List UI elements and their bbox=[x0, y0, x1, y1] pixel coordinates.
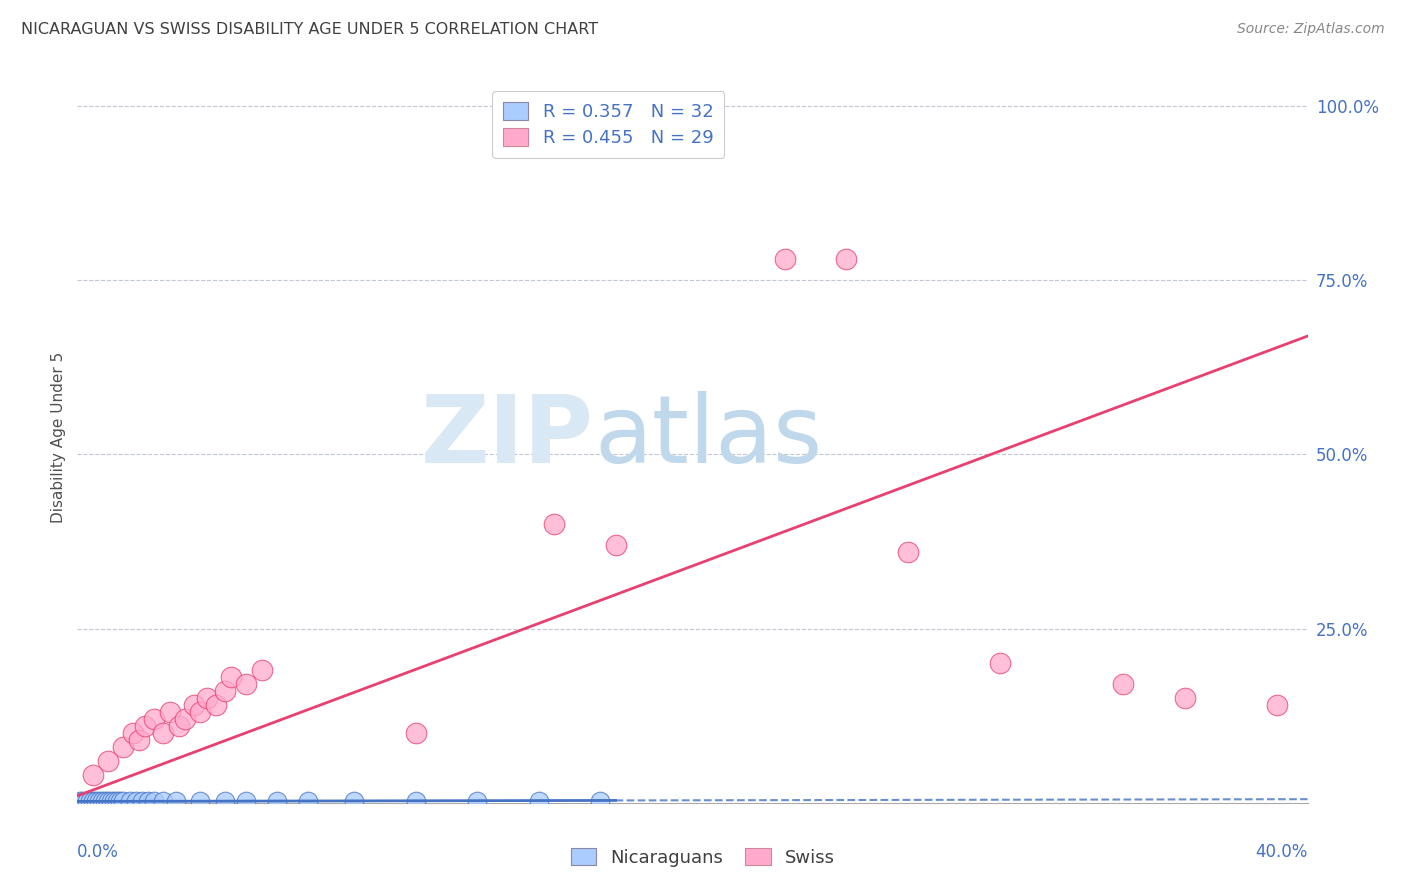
Point bbox=[235, 794, 257, 808]
Text: 40.0%: 40.0% bbox=[1256, 843, 1308, 861]
Point bbox=[112, 740, 135, 755]
Point bbox=[125, 794, 148, 808]
Point bbox=[90, 794, 114, 808]
Point bbox=[84, 794, 107, 808]
Point bbox=[121, 726, 143, 740]
Y-axis label: Disability Age Under 5: Disability Age Under 5 bbox=[51, 351, 66, 523]
Point bbox=[118, 794, 141, 808]
Point bbox=[97, 754, 120, 768]
Point bbox=[527, 794, 550, 808]
Point bbox=[100, 794, 122, 808]
Point bbox=[105, 794, 128, 808]
Point bbox=[543, 517, 565, 532]
Text: atlas: atlas bbox=[595, 391, 823, 483]
Point bbox=[188, 705, 212, 719]
Point bbox=[250, 664, 273, 678]
Point bbox=[152, 726, 174, 740]
Point bbox=[143, 794, 166, 808]
Point bbox=[266, 794, 288, 808]
Point bbox=[69, 794, 91, 808]
Legend: Nicaraguans, Swiss: Nicaraguans, Swiss bbox=[564, 841, 842, 874]
Point bbox=[128, 733, 150, 747]
Text: NICARAGUAN VS SWISS DISABILITY AGE UNDER 5 CORRELATION CHART: NICARAGUAN VS SWISS DISABILITY AGE UNDER… bbox=[21, 22, 598, 37]
Point bbox=[195, 691, 218, 706]
Text: ZIP: ZIP bbox=[422, 391, 595, 483]
Point bbox=[76, 794, 98, 808]
Point bbox=[110, 794, 132, 808]
Point bbox=[103, 794, 125, 808]
Point bbox=[79, 794, 101, 808]
Point bbox=[165, 794, 187, 808]
Point bbox=[188, 794, 212, 808]
Point bbox=[143, 712, 166, 726]
Point bbox=[159, 705, 181, 719]
Point bbox=[297, 794, 319, 808]
Point bbox=[134, 719, 156, 733]
Point bbox=[589, 794, 612, 808]
Point bbox=[897, 545, 920, 559]
Point bbox=[82, 794, 104, 808]
Point bbox=[1112, 677, 1135, 691]
Point bbox=[235, 677, 257, 691]
Point bbox=[773, 252, 796, 267]
Point bbox=[605, 538, 627, 552]
Point bbox=[131, 794, 153, 808]
Point bbox=[72, 794, 94, 808]
Point bbox=[97, 794, 120, 808]
Point bbox=[82, 768, 104, 782]
Point bbox=[1174, 691, 1197, 706]
Point bbox=[152, 794, 174, 808]
Point bbox=[214, 684, 236, 698]
Point bbox=[94, 794, 117, 808]
Point bbox=[112, 794, 135, 808]
Point bbox=[343, 794, 366, 808]
Point bbox=[174, 712, 197, 726]
Point bbox=[183, 698, 205, 713]
Text: Source: ZipAtlas.com: Source: ZipAtlas.com bbox=[1237, 22, 1385, 37]
Point bbox=[835, 252, 858, 267]
Point bbox=[87, 794, 110, 808]
Point bbox=[214, 794, 236, 808]
Point bbox=[136, 794, 159, 808]
Point bbox=[465, 794, 488, 808]
Point bbox=[405, 794, 427, 808]
Point bbox=[167, 719, 190, 733]
Point bbox=[405, 726, 427, 740]
Legend: R = 0.357   N = 32, R = 0.455   N = 29: R = 0.357 N = 32, R = 0.455 N = 29 bbox=[492, 91, 724, 158]
Point bbox=[219, 670, 242, 684]
Point bbox=[204, 698, 226, 713]
Text: 0.0%: 0.0% bbox=[77, 843, 120, 861]
Point bbox=[1265, 698, 1288, 713]
Point bbox=[988, 657, 1011, 671]
